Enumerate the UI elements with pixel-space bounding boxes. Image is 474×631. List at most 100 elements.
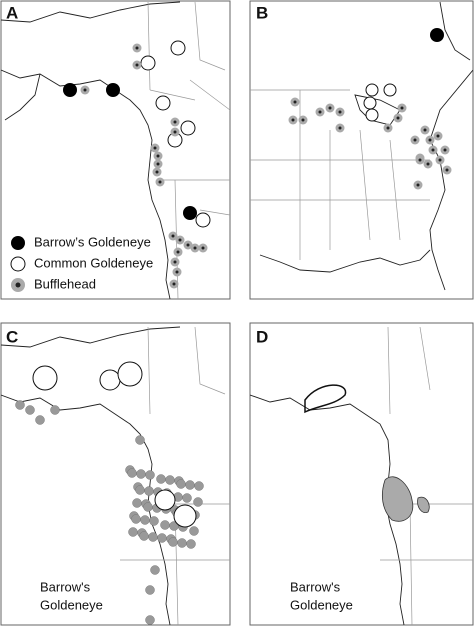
common-marker	[117, 361, 143, 387]
occurrence-dot	[145, 585, 155, 595]
occurrence-dot	[194, 481, 204, 491]
common-marker	[363, 96, 377, 110]
panel-label: C	[6, 327, 18, 346]
bufflehead-dot	[416, 183, 420, 187]
occurrence-dot	[35, 415, 45, 425]
bufflehead-dot	[426, 162, 430, 166]
legend-label: Bufflehead	[34, 276, 96, 291]
bufflehead-dot	[83, 88, 87, 92]
panel-frame	[0, 0, 231, 300]
range-area	[381, 476, 414, 522]
occurrence-dot	[186, 539, 196, 549]
bufflehead-dot	[158, 180, 162, 184]
common-marker	[173, 504, 197, 528]
occurrence-dot	[160, 520, 170, 530]
occurrence-dot	[145, 470, 155, 480]
occurrence-dot	[176, 479, 186, 489]
bufflehead-dot	[443, 148, 447, 152]
occurrence-dot	[140, 515, 150, 525]
bufflehead-dot	[413, 138, 417, 142]
occurrence-dot	[165, 475, 175, 485]
occurrence-dot	[50, 405, 60, 415]
barrows-marker	[183, 206, 197, 220]
occurrence-dot	[189, 526, 199, 536]
bufflehead-dot	[418, 158, 422, 162]
occurrence-dot	[150, 565, 160, 575]
common-marker	[383, 83, 397, 97]
bufflehead-dot	[173, 260, 177, 264]
occurrence-dot	[157, 533, 167, 543]
occurrence-dot	[131, 514, 141, 524]
bufflehead-dot	[155, 170, 159, 174]
common-marker	[10, 256, 26, 272]
range-outline	[304, 384, 347, 414]
occurrence-dot	[185, 480, 195, 490]
occurrence-dot	[139, 531, 149, 541]
occurrence-dot	[168, 537, 178, 547]
panel-caption: Barrow's	[290, 579, 341, 594]
barrows-marker	[106, 83, 120, 97]
occurrence-dot	[193, 497, 203, 507]
bufflehead-dot	[186, 243, 190, 247]
bufflehead-dot	[156, 154, 160, 158]
bufflehead-dot	[156, 162, 160, 166]
occurrence-dot	[127, 468, 137, 478]
legend-label: Common Goldeneye	[34, 255, 153, 270]
barrows-marker	[11, 236, 25, 250]
bufflehead-dot	[436, 134, 440, 138]
bufflehead-dot	[438, 158, 442, 162]
bufflehead-dot	[428, 138, 432, 142]
occurrence-dot	[15, 400, 25, 410]
panel-caption: Goldeneye	[40, 597, 103, 612]
panel-caption: Goldeneye	[290, 597, 353, 612]
panel-label: A	[6, 3, 18, 22]
range-area	[417, 496, 430, 514]
occurrence-dot	[177, 538, 187, 548]
bufflehead-dot	[172, 282, 176, 286]
bufflehead-dot	[135, 46, 139, 50]
occurrence-dot	[156, 474, 166, 484]
bufflehead-dot	[431, 148, 435, 152]
bufflehead-dot	[201, 246, 205, 250]
bufflehead-dot	[328, 106, 332, 110]
bufflehead-dot	[15, 282, 21, 288]
occurrence-dot	[135, 435, 145, 445]
panel-caption: Barrow's	[40, 579, 91, 594]
bufflehead-dot	[178, 238, 182, 242]
bufflehead-dot	[175, 270, 179, 274]
bufflehead-dot	[173, 120, 177, 124]
occurrence-dot	[149, 516, 159, 526]
panel-frame	[249, 322, 474, 626]
occurrence-dot	[144, 486, 154, 496]
common-marker	[170, 40, 186, 56]
common-marker	[365, 83, 379, 97]
bufflehead-dot	[338, 126, 342, 130]
bufflehead-dot	[291, 118, 295, 122]
map-b	[250, 1, 473, 291]
bufflehead-dot	[445, 168, 449, 172]
occurrence-dot	[135, 485, 145, 495]
common-marker	[99, 369, 121, 391]
panel-label: B	[256, 3, 268, 22]
barrows-marker	[63, 83, 77, 97]
bufflehead-dot	[193, 246, 197, 250]
barrows-marker	[430, 28, 444, 42]
bufflehead-dot	[400, 106, 404, 110]
occurrence-dot	[182, 493, 192, 503]
bufflehead-dot	[153, 146, 157, 150]
map-d	[250, 326, 473, 625]
occurrence-dot	[143, 502, 153, 512]
bufflehead-dot	[396, 116, 400, 120]
bufflehead-dot	[423, 128, 427, 132]
common-marker	[195, 212, 211, 228]
occurrence-dot	[132, 498, 142, 508]
bufflehead-dot	[301, 118, 305, 122]
common-marker	[140, 55, 156, 71]
bufflehead-dot	[135, 63, 139, 67]
common-marker	[365, 108, 379, 122]
common-marker	[180, 120, 196, 136]
common-marker	[32, 365, 58, 391]
occurrence-dot	[136, 469, 146, 479]
